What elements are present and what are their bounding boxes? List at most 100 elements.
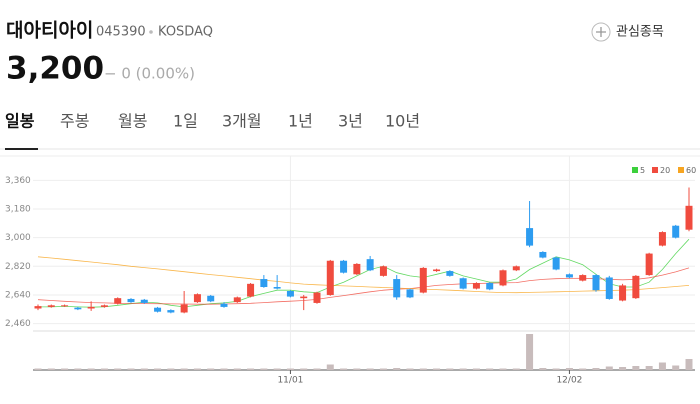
volume-bar [645, 366, 653, 370]
candle-body [459, 278, 467, 289]
legend-swatch [678, 167, 684, 173]
candle-body [61, 305, 69, 307]
stock-code: 045390 [96, 25, 146, 40]
candle-body [619, 285, 627, 301]
watch-button[interactable]: 관심종목 [591, 22, 664, 42]
candle-body [260, 279, 268, 288]
volume-bar [379, 368, 387, 370]
volume-bar [100, 368, 108, 370]
volume-bar [632, 366, 640, 370]
volume-bar [685, 359, 693, 370]
candle-body [127, 298, 135, 303]
candle-body [366, 259, 374, 271]
candle-body [499, 270, 507, 286]
candle-body [552, 257, 560, 270]
x-tick-label: 12/02 [556, 376, 582, 386]
volume-bar [672, 365, 680, 370]
volume-bar [486, 368, 494, 370]
tab[interactable]: 월봉 [118, 112, 147, 131]
tabs: 일봉 주봉 월봉 1일 3개월 1년 3년 10년 [5, 112, 420, 131]
candle-body [273, 287, 281, 289]
legend-swatch [652, 167, 658, 173]
legend-swatch [632, 167, 638, 173]
candle-body [154, 307, 162, 312]
tab[interactable]: 3개월 [222, 112, 262, 131]
y-tick-label: 3,000 [5, 233, 31, 243]
candle-body [419, 267, 427, 293]
candle-body [512, 266, 520, 271]
volume-bar [74, 368, 82, 370]
candle-body [486, 283, 494, 290]
volume-bar [220, 368, 228, 370]
tab[interactable]: 10년 [385, 112, 420, 131]
moving-average-line [37, 256, 690, 294]
volume-bar [61, 368, 69, 370]
volume-bar [273, 368, 281, 370]
volume-bar [154, 368, 162, 370]
candle-body [393, 279, 401, 298]
price-change: − 0 (0.00%) [104, 65, 195, 83]
volume-bar [167, 368, 175, 370]
tab[interactable]: 일봉 [5, 112, 35, 131]
candle-body [167, 310, 175, 313]
y-tick-label: 3,360 [5, 176, 31, 186]
candle-body [340, 260, 348, 273]
tab[interactable]: 1일 [173, 112, 198, 131]
candle-body [286, 290, 294, 297]
tab[interactable]: 1년 [288, 112, 313, 131]
candle-body [326, 260, 334, 295]
volume-bar [539, 368, 547, 370]
price: 3,200 [6, 51, 104, 87]
candle-body [379, 266, 387, 276]
x-tick-label: 11/01 [277, 376, 303, 386]
candle-body [140, 299, 148, 303]
volume-bar [247, 368, 255, 370]
candle-body [247, 283, 255, 297]
volume-bar [459, 368, 467, 370]
market: KOSDAQ [158, 25, 213, 40]
volume-bar [512, 368, 520, 370]
volume-bar [233, 368, 241, 370]
candle-body [592, 275, 600, 291]
candle-body [539, 251, 547, 258]
legend-label: 5 [640, 166, 645, 175]
candle-body [605, 277, 613, 299]
plus-circle [591, 22, 611, 42]
volume-bar [207, 368, 215, 370]
candle-body [433, 269, 441, 272]
candle-body [34, 306, 42, 309]
volume-bar [34, 368, 42, 370]
volume-bar [579, 368, 587, 370]
y-tick-label: 2,820 [5, 262, 31, 272]
chart: 2,460 2,640 2,820 3,000 3,180 3,360 11/01 12/02… [0, 155, 700, 386]
volume-bar [619, 367, 627, 370]
volume-bar [605, 366, 613, 370]
candle-body [313, 292, 321, 303]
volume-bar [180, 368, 188, 370]
volume-bar [47, 368, 55, 370]
volume-bar [300, 368, 308, 370]
candle-body [579, 275, 587, 281]
volume-bar [406, 368, 414, 370]
candle-body [220, 303, 228, 307]
volume-bar [419, 368, 427, 370]
moving-average-line [37, 238, 690, 308]
y-tick-label: 3,180 [5, 204, 31, 214]
tab[interactable]: 3년 [338, 112, 363, 131]
candle-body [645, 253, 653, 276]
candle-body [180, 304, 188, 313]
volume-bar [114, 368, 122, 370]
candle-body [233, 297, 241, 303]
watch-label: 관심종목 [616, 25, 664, 40]
candle-body [353, 263, 361, 275]
candle-body [74, 307, 82, 310]
candle-body [472, 283, 480, 289]
volume-bar [499, 368, 507, 370]
candle-body [446, 271, 454, 276]
candle-body [87, 306, 95, 309]
tab[interactable]: 주봉 [60, 112, 89, 131]
candle-body [47, 305, 55, 307]
volume-bar [286, 368, 294, 370]
volume-bar [552, 368, 560, 370]
